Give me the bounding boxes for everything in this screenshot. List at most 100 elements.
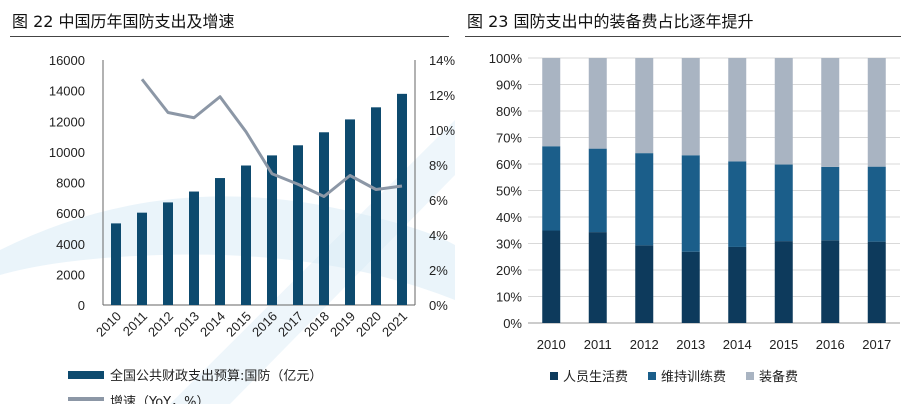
- stacked-bar-segment: [635, 58, 654, 154]
- stacked-bar-segment: [635, 245, 654, 323]
- left-chart-panel: 图 22 中国历年国防支出及增速 0 2000 4000 6000 8000 10000 1…: [0, 12, 455, 404]
- stacked-bar-segment: [774, 58, 793, 165]
- y-tick-label: 0: [78, 298, 85, 313]
- y-tick-label: 40%: [496, 210, 522, 225]
- growth-line: [140, 78, 403, 198]
- stacked-bar-segment: [588, 232, 607, 323]
- x-tick-label: 2010: [93, 309, 124, 340]
- right-chart-svg: 0% 10% 20% 30% 40% 50% 60% 70% 80% 90% 100% 2010 201…: [489, 51, 900, 385]
- y-tick-label: 70%: [496, 131, 522, 146]
- stacked-bar-segment: [728, 161, 747, 247]
- y-tick-label: 30%: [496, 237, 522, 252]
- stacked-bar-segment: [867, 166, 886, 242]
- right-chart-title: 图 23 国防支出中的装备费占比逐年提升: [467, 12, 754, 31]
- stacked-bar-segment: [542, 58, 561, 147]
- y-tick-label: 60%: [496, 157, 522, 172]
- stacked-bar-segment: [635, 153, 654, 246]
- stacked-bar-segment: [681, 251, 700, 323]
- y-tick-label: 10%: [496, 290, 522, 305]
- stacked-bar-segment: [728, 246, 747, 323]
- y2-tick-label: 6%: [429, 193, 448, 208]
- x-tick-label: 2011: [584, 337, 612, 352]
- stacked-bar-segment: [821, 166, 840, 241]
- y-tick-label: 6000: [56, 206, 85, 221]
- x-tick-label: 2014: [723, 337, 752, 352]
- x-tick-label: 2012: [145, 309, 176, 340]
- y2-tick-label: 12%: [429, 88, 455, 103]
- stacked-bar-segment: [542, 146, 561, 231]
- y-tick-label: 16000: [49, 53, 85, 68]
- legend-swatch: [68, 371, 104, 379]
- bar: [293, 145, 303, 305]
- bar: [241, 165, 251, 305]
- y-tick-label: 12000: [49, 114, 85, 129]
- legend-swatch: [550, 372, 558, 380]
- y2-tick-label: 10%: [429, 123, 455, 138]
- x-tick-label: 2015: [769, 337, 798, 352]
- stacked-bar-segment: [867, 58, 886, 167]
- y2-tick-label: 2%: [429, 263, 448, 278]
- bar: [371, 107, 381, 305]
- stacked-bar-segment: [774, 164, 793, 242]
- bar: [189, 191, 199, 305]
- stacked-bar-segment: [728, 58, 747, 162]
- y-tick-label: 4000: [56, 237, 85, 252]
- bar: [137, 212, 147, 305]
- stacked-bar-segment: [774, 241, 793, 323]
- right-chart-panel: 图 23 国防支出中的装备费占比逐年提升 0% 10% 20% 30% 40% 50% 60…: [455, 0, 907, 404]
- stacked-bar-segment: [542, 230, 561, 323]
- x-tick-label: 2016: [816, 337, 845, 352]
- x-tick-label: 2014: [197, 309, 228, 340]
- bar: [111, 223, 121, 305]
- legend-label: 全国公共财政支出预算:国防（亿元）: [110, 368, 322, 384]
- left-chart-svg: 0 2000 4000 6000 8000 10000 12000 14000 16000 0% 2…: [0, 53, 455, 404]
- bar: [397, 93, 407, 305]
- x-tick-label: 2019: [327, 309, 358, 340]
- y-tick-label: 80%: [496, 104, 522, 119]
- stacked-bar-segment: [681, 58, 700, 156]
- stacked-bar-segment: [681, 155, 700, 252]
- left-chart-title: 图 22 中国历年国防支出及增速: [12, 12, 235, 31]
- y-tick-label: 10000: [49, 145, 85, 160]
- y2-tick-label: 0%: [429, 298, 448, 313]
- y-tick-label: 14000: [49, 84, 85, 99]
- y-tick-label: 50%: [496, 184, 522, 199]
- x-tick-label: 2017: [862, 337, 891, 352]
- right-title-rule: [465, 36, 901, 37]
- x-tick-label: 2020: [353, 309, 384, 340]
- y-tick-label: 0%: [503, 316, 522, 331]
- bar: [345, 119, 355, 305]
- bar: [267, 155, 277, 305]
- x-tick-label: 2012: [630, 337, 659, 352]
- bar: [319, 132, 329, 305]
- stacked-bar-segment: [867, 241, 886, 323]
- legend-label: 装备费: [759, 369, 798, 385]
- y2-tick-label: 14%: [429, 53, 455, 68]
- x-tick-label: 2010: [537, 337, 566, 352]
- y-tick-label: 8000: [56, 176, 85, 191]
- stacked-bar-segment: [821, 58, 840, 167]
- y-tick-label: 20%: [496, 263, 522, 278]
- y2-tick-label: 4%: [429, 228, 448, 243]
- x-tick-label: 2013: [171, 309, 202, 340]
- y-tick-label: 2000: [56, 267, 85, 282]
- y-tick-label: 100%: [489, 51, 523, 66]
- y-tick-label: 90%: [496, 78, 522, 93]
- legend-label: 维持训练费: [661, 370, 726, 385]
- watermark-swoosh: [0, 196, 455, 300]
- left-title-rule: [10, 36, 449, 37]
- stacked-bar-segment: [588, 148, 607, 233]
- x-tick-label: 2013: [676, 337, 705, 352]
- bar: [215, 178, 225, 305]
- legend-swatch: [746, 372, 754, 380]
- stacked-bar-segment: [821, 240, 840, 323]
- x-tick-label: 2011: [120, 309, 150, 339]
- y2-tick-label: 8%: [429, 158, 448, 173]
- legend-label: 人员生活费: [563, 370, 628, 385]
- x-tick-label: 2021: [379, 309, 410, 340]
- legend-swatch: [648, 372, 656, 380]
- legend-label: 增速（YoY，%）: [110, 395, 209, 404]
- stacked-bar-segment: [588, 58, 607, 149]
- watermark-swoosh: [170, 120, 455, 404]
- bar: [163, 202, 173, 305]
